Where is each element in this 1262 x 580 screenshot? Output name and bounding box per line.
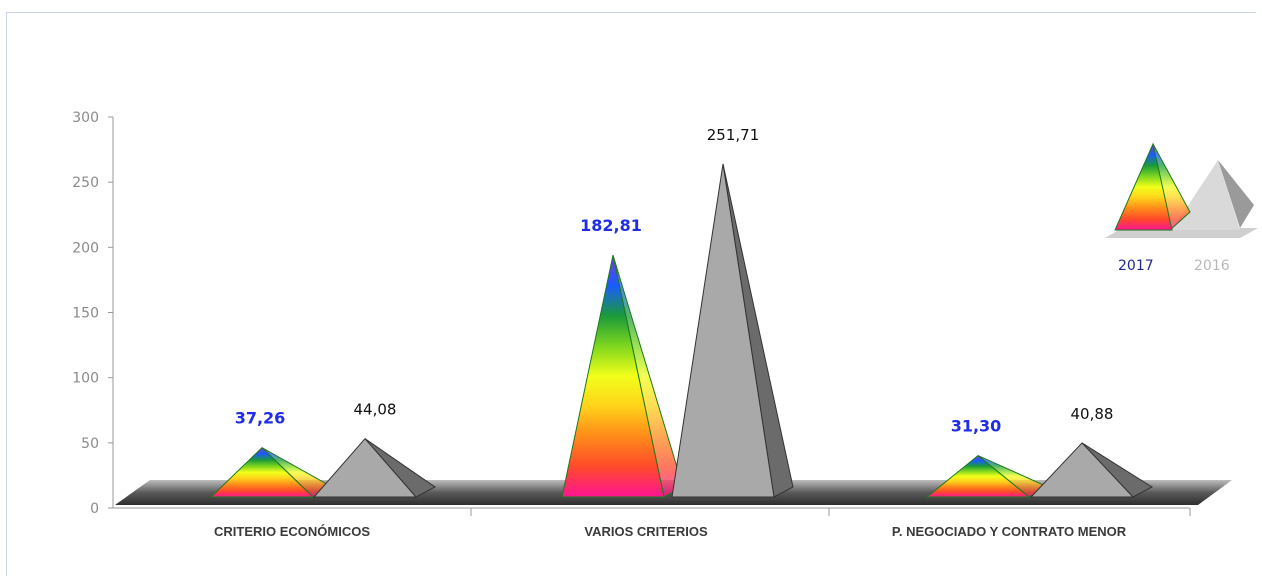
pyramid-2016-0	[312, 437, 436, 498]
category-label: VARIOS CRITERIOS	[584, 524, 708, 539]
data-label-2016: 44,08	[354, 401, 397, 419]
pyramid-2016-1	[671, 163, 794, 498]
legend-2016-side	[1218, 160, 1254, 228]
bars-layer	[209, 163, 1153, 498]
y-tick-label: 50	[81, 436, 99, 452]
pyramid-2017-1	[561, 255, 684, 498]
legend-2017-icon	[1114, 142, 1173, 231]
category-label: P. NEGOCIADO Y CONTRATO MENOR	[892, 524, 1127, 539]
labels-layer: 37,26 182,81 31,30 44,08 251,71 40,88	[235, 126, 1114, 436]
y-tick-label: 200	[72, 240, 99, 256]
data-label-2017: 31,30	[951, 417, 1002, 436]
y-tick-label: 300	[72, 110, 99, 126]
y-tick-label: 100	[72, 371, 99, 387]
pyramid-2016-2	[1029, 442, 1153, 498]
pyramid-2017-2	[925, 454, 1050, 498]
data-label-2016: 251,71	[707, 126, 760, 144]
data-label-2016: 40,88	[1071, 405, 1114, 423]
legend-label-2017: 2017	[1118, 258, 1154, 274]
y-tick-label: 0	[90, 501, 99, 517]
legend-layer	[1105, 142, 1258, 238]
data-label-2017: 182,81	[580, 216, 642, 235]
pyramid-front-face	[209, 447, 315, 498]
chart-frame	[6, 12, 1256, 576]
pyramid-front-face	[925, 454, 1031, 498]
pyramid-front-face	[671, 163, 775, 498]
category-label: CRITERIO ECONÓMICOS	[214, 524, 370, 539]
legend-label-2016: 2016	[1194, 258, 1230, 274]
pyramid-front-face	[561, 255, 665, 498]
pyramid-front-face	[312, 437, 418, 498]
axis-layer: 0 50 100 150 200 250 300 CRITERIO ECONÓMICOS VAR…	[72, 110, 1191, 539]
pyramid-2017-0	[209, 447, 334, 498]
y-tick-label: 250	[72, 175, 99, 191]
pyramid-front-face	[1029, 442, 1135, 498]
y-tick-label: 150	[72, 306, 99, 322]
data-label-2017: 37,26	[235, 409, 286, 428]
